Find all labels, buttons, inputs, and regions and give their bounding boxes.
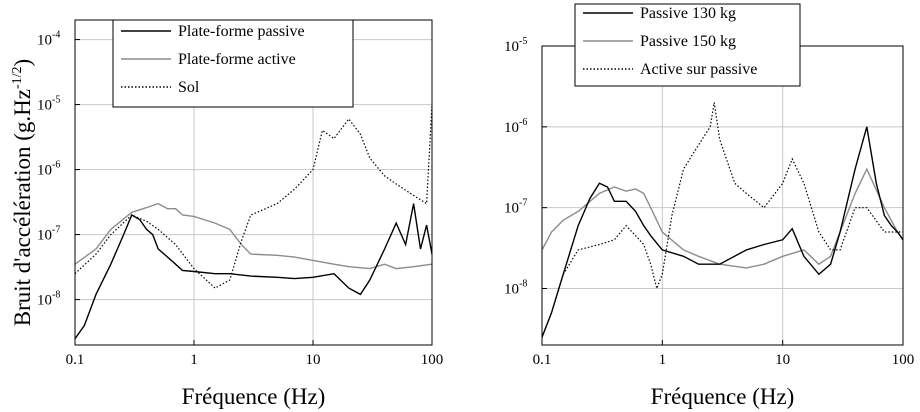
legend-box [574,3,801,87]
y-tick-label: 10-5 [504,36,527,55]
series-group [75,104,432,340]
legend: Plate-forme passive Plate-forme active Sol [112,19,354,108]
y-tick-label: 10-4 [37,30,60,49]
x-tick-label: 1 [659,352,667,368]
x-axis-label: Fréquence (Hz) [182,384,326,409]
series-line-sol [75,104,432,289]
legend-label: Passive 130 kg [640,5,736,22]
x-tick-label: 1 [190,352,198,368]
legend: Passive 130 kg Passive 150 kg Active sur p… [574,3,801,87]
x-tick-label: 10 [775,352,790,368]
y-tick-label: 10-8 [504,278,527,297]
legend-label: Sol [178,79,200,96]
series-group [542,102,903,338]
x-tick-label: 10 [306,352,321,368]
x-axis-label: Fréquence (Hz) [651,384,795,409]
legend-label: Active sur passive [640,61,757,78]
plot-area [542,46,903,345]
legend-label: Plate-forme passive [178,23,305,40]
x-tick-label: 100 [892,352,915,368]
series-line-passive-130-kg [542,126,903,338]
y-tick-label: 10-6 [504,117,527,136]
y-tick-label: 10-7 [37,225,60,244]
right-chart-panel: 0.1 1 10 100 10-8 10-7 10-6 10-5 Fréquence (Hz) P… [504,3,915,409]
x-tick-label: 0.1 [533,352,552,368]
y-axis-label: Bruit d'accélération (g.Hz-1/2) [10,59,35,326]
x-tick-label: 0.1 [66,352,85,368]
series-line-active-sur-passive [542,102,903,338]
legend-label: Passive 150 kg [640,33,736,50]
series-line-plate-forme-active [75,202,432,270]
legend-label: Plate-forme active [178,51,296,68]
series-line-passive-150-kg [542,167,903,269]
x-tick-label: 100 [421,352,444,368]
y-tick-label: 10-8 [37,290,60,309]
y-tick-label: 10-6 [37,160,60,179]
legend-box [112,19,354,108]
y-tick-label: 10-7 [504,198,527,217]
y-tick-label: 10-5 [37,95,60,114]
left-chart-panel: 0.1 1 10 100 10-8 10-7 10-6 10-5 10-4 Fréquence (… [10,19,444,409]
